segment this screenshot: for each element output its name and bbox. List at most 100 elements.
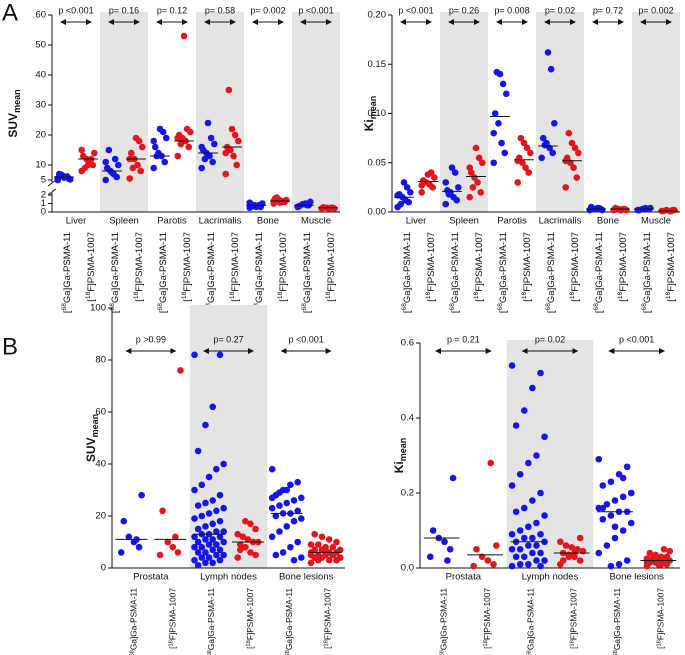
data-dot [252,551,259,559]
data-dot [201,155,209,163]
data-dot [81,164,89,172]
y-tick-label: 40 [95,459,106,470]
label-part: Ga]Ga-PSMA-11 [526,588,536,650]
data-dot [397,200,405,208]
p-value: p= 0.58 [205,5,235,15]
category-label: Liver [406,216,427,227]
label-sup: 18 [245,640,251,646]
category-label: Parotis [157,216,187,227]
label-sup: 18 [325,291,332,299]
series-label: [68Ga]Ga-PSMA-11 [253,232,265,313]
data-dot [252,525,259,533]
y-label-main: Ki [392,461,406,473]
data-dot [571,144,579,152]
data-dot [134,161,141,169]
data-dot [276,528,283,535]
y-tick-label: 0.20 [368,10,387,21]
data-dot [544,49,552,56]
label-part: F]PSMA-1007 [656,588,666,640]
data-dot [484,557,492,564]
data-dot [516,545,524,553]
label-sup: 68 [61,303,68,311]
data-dot [198,512,206,520]
shaded-band [536,12,584,212]
data-dot [520,553,528,561]
label-sup: 18 [85,291,92,299]
category-label: Bone [597,216,619,227]
label-sup: 18 [323,640,329,646]
data-dot [138,491,145,499]
category-label: Liver [66,216,87,227]
p-value: p= 0.12 [157,5,187,15]
data-dot [231,131,239,139]
category-label: Bone lesions [279,572,334,583]
data-dot [174,549,182,556]
data-dot [559,557,567,564]
y-tick-label: 30 [35,100,46,111]
data-dot [623,557,631,564]
data-dot [470,562,477,570]
data-dot [315,541,322,548]
label-part: Ga]Ga-PSMA-11 [612,588,622,650]
y-label-sub: mean [398,438,408,462]
data-dot [576,557,584,564]
data-dot [207,134,215,142]
data-dot [315,551,322,559]
label-sup: 68 [129,650,135,655]
data-dot [174,134,181,142]
series-label: [68Ga]Ga-PSMA-11 [401,232,413,313]
data-dot [520,407,528,414]
data-dot [202,421,209,429]
data-dot [508,362,516,369]
data-dot [205,541,213,548]
data-dot [520,534,528,542]
label-part: [ [474,299,485,302]
data-dot [150,164,157,172]
data-dot [565,129,573,137]
data-dot [234,530,242,538]
y-tick-label: 0.10 [368,108,387,119]
data-dot [315,556,322,564]
data-dot [325,556,333,564]
data-dot [172,533,179,541]
data-dot [194,447,202,455]
data-dot [209,520,217,528]
label-sup: 68 [301,303,308,311]
data-dot [424,171,432,178]
data-dot [503,90,510,98]
data-dot [445,190,453,198]
data-dot [222,170,229,178]
series-label: [18F]PSMA-1007 [425,232,437,302]
data-dot [652,551,659,559]
data-dot [538,154,545,162]
series-label: [68Ga]Ga-PSMA-11 [526,588,536,655]
y-tick-label: 40 [35,70,46,81]
label-part: F]PSMA-1007 [278,232,289,292]
data-dot [209,536,217,543]
data-dot [568,139,576,147]
y-tick-label: 0.2 [401,488,414,499]
data-dot [194,538,202,546]
label-part: [ [482,646,492,649]
y-tick-label: 0.05 [368,157,387,168]
label-part: [ [618,299,629,302]
y-tick-label: 0.00 [368,207,387,218]
data-dot [209,559,217,567]
label-sup: 68 [545,303,552,311]
label-part: F]PSMA-1007 [666,232,677,292]
label-part: Ga]Ga-PSMA-11 [254,232,265,303]
data-dot [336,546,344,554]
label-sup: 18 [473,291,480,299]
label-sup: 18 [569,640,575,646]
label-sup: 18 [168,640,174,646]
data-dot [205,510,213,517]
p-value: p <0.001 [58,5,93,15]
data-dot [268,465,276,473]
label-part: [ [323,646,333,649]
label-part: Ga]Ga-PSMA-11 [439,588,449,650]
data-dot [194,562,202,569]
series-label: [18F]PSMA-1007 [482,588,492,649]
label-part: [ [245,646,255,649]
label-part: F]PSMA-1007 [326,232,337,292]
